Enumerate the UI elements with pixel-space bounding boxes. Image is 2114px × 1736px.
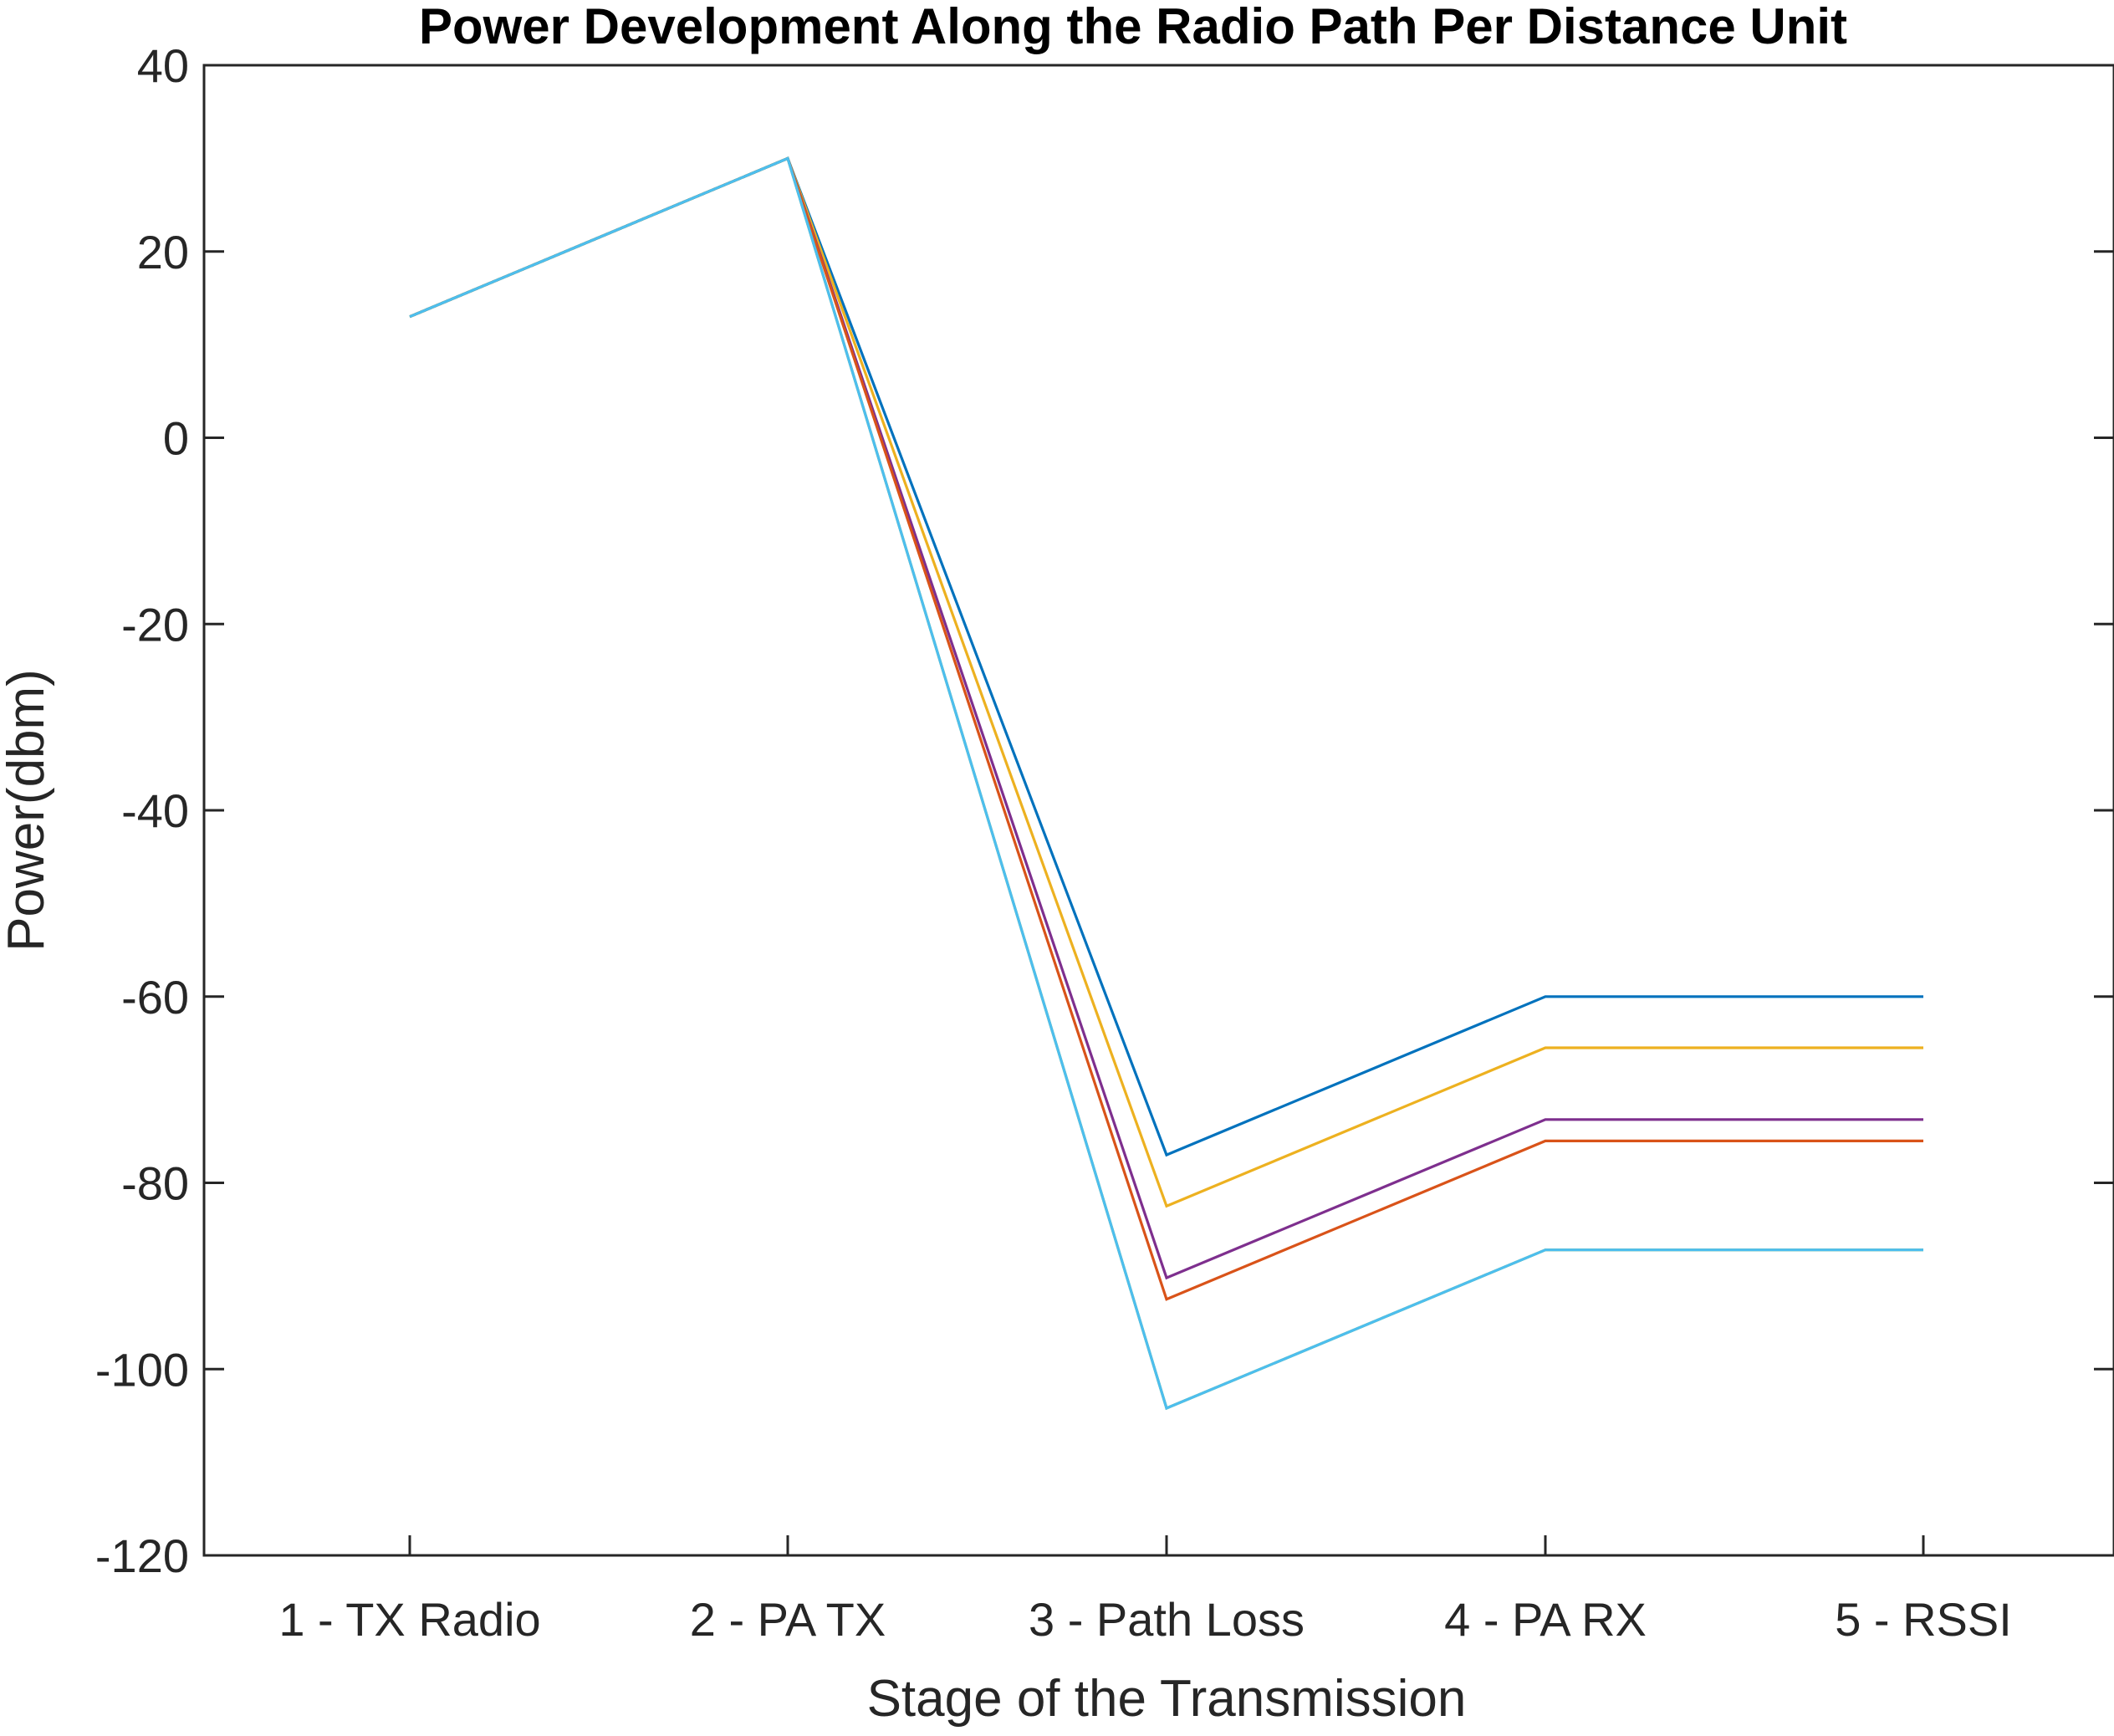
y-tick-label: -60: [121, 971, 189, 1024]
x-axis-label: Stage of the Transmission: [867, 1670, 1467, 1728]
y-tick-label: -80: [121, 1157, 189, 1210]
y-axis-label: Power(dbm): [0, 669, 55, 952]
chart-title: Power Development Along the Radio Path P…: [419, 0, 1847, 54]
y-tick-label: 40: [137, 39, 189, 92]
y-tick-label: -120: [95, 1529, 189, 1582]
plot-area-frame: [202, 64, 2114, 1557]
series-layer: [409, 156, 1923, 1411]
series-line-1: [409, 156, 1923, 1157]
series-line-4: [409, 156, 1923, 1301]
x-tick-label: 4 - PA RX: [1444, 1593, 1647, 1646]
x-tick-label: 3 - Path Loss: [1029, 1593, 1305, 1646]
series-line-5: [409, 156, 1923, 1411]
x-tick-label: 5 - RSSI: [1835, 1593, 2012, 1646]
y-tick-label: -20: [121, 598, 189, 651]
series-line-2: [409, 156, 1923, 1208]
y-tick-label: 20: [137, 226, 189, 278]
x-axis: 1 - TX Radio 2 - PA TX 3 - Path Loss 4 - PA…: [278, 1535, 2012, 1646]
y-axis: 40 20 0 -20 -40 -60 -80 -100 -120: [95, 39, 2114, 1582]
series-line-3: [409, 156, 1923, 1280]
y-tick-label: -40: [121, 784, 189, 837]
y-tick-label: 0: [163, 412, 189, 465]
x-tick-label: 1 - TX Radio: [278, 1593, 540, 1646]
x-tick-label: 2 - PA TX: [690, 1593, 886, 1646]
y-tick-label: -100: [95, 1343, 189, 1396]
series-line-6: [409, 156, 1923, 1411]
